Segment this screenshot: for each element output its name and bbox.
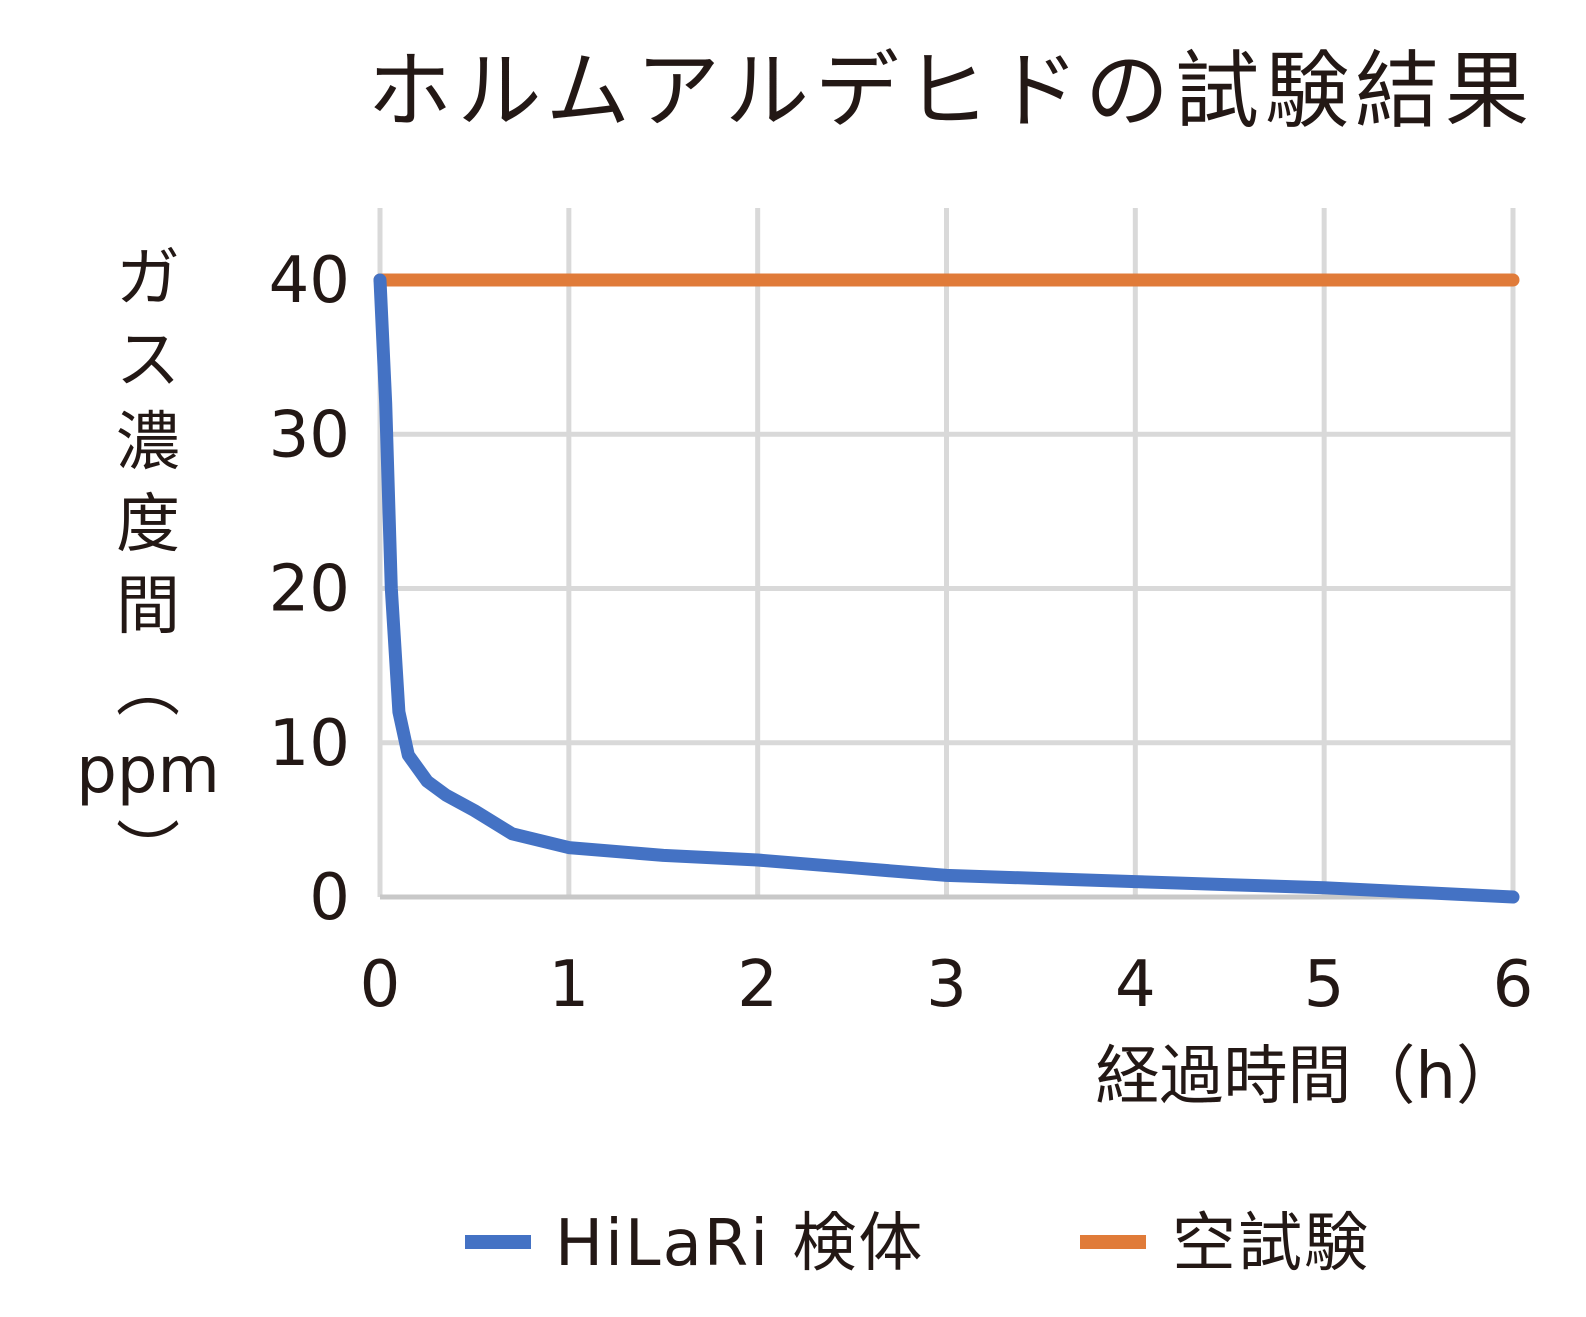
x-tick-label: 6 <box>1493 948 1534 1022</box>
legend-label-1: 空試験 <box>1172 1207 1370 1281</box>
y-tick-label: 0 <box>309 861 350 935</box>
x-tick-label: 0 <box>360 948 401 1022</box>
chart-title: ホルムアルデヒドの試験結果 <box>368 42 1535 140</box>
x-tick-label: 5 <box>1304 948 1345 1022</box>
series-lines <box>373 273 1520 904</box>
x-tick-label: 2 <box>737 948 778 1022</box>
y-axis-label-char: 間 <box>116 570 180 644</box>
grid <box>377 208 1516 900</box>
x-tick-label: 4 <box>1115 948 1156 1022</box>
y-axis-label-char: 度 <box>116 488 180 562</box>
x-axis-label: 経過時間（h） <box>1095 1040 1520 1114</box>
y-axis-label-char: ︵ <box>116 652 180 726</box>
y-axis-label-char: ス <box>116 324 180 398</box>
y-tick-label: 10 <box>269 707 350 781</box>
y-axis-label-char: ppm <box>76 734 220 808</box>
series-line-0 <box>373 273 1520 904</box>
x-tick-label: 3 <box>926 948 967 1022</box>
y-axis-label-char: 濃 <box>116 406 180 480</box>
legend-label-0: HiLaRi 検体 <box>555 1207 924 1281</box>
y-tick-label: 20 <box>269 553 350 627</box>
y-tick-label: 40 <box>269 244 350 318</box>
y-tick-label: 30 <box>269 398 350 472</box>
legend: HiLaRi 検体 空試験 <box>465 1207 1370 1281</box>
x-tick-label: 1 <box>548 948 589 1022</box>
y-axis-label-char: ガ <box>116 242 180 316</box>
tick-labels: 0 1 2 3 4 5 6 0 10 20 30 40 <box>269 244 1534 1022</box>
y-axis-label-char: ︶ <box>116 816 180 890</box>
